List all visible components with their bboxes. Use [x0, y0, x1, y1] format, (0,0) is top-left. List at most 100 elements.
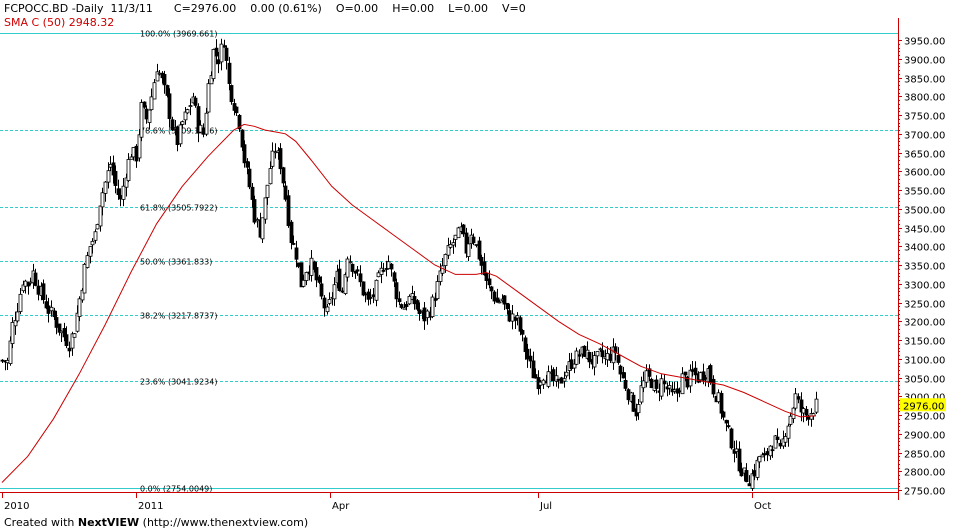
candle-body	[721, 411, 726, 418]
close-value: C=2976.00	[173, 2, 237, 15]
y-tick-label: 2800.00	[904, 468, 945, 479]
candle-body	[198, 124, 203, 133]
candle-body	[680, 373, 685, 395]
change-value: 0.00 (0.61%)	[250, 2, 322, 15]
candle-body	[608, 353, 613, 361]
candle-body	[93, 231, 98, 241]
candle-body	[744, 470, 749, 483]
candle-body	[814, 398, 819, 413]
candle-body	[775, 436, 780, 440]
candle-body	[644, 370, 649, 383]
candle-body	[162, 74, 167, 86]
candle-body	[358, 273, 363, 283]
candle-body	[487, 278, 492, 286]
candle-body	[82, 263, 87, 294]
candle-body	[113, 170, 118, 186]
candle-body	[98, 205, 103, 227]
candle-body	[489, 286, 494, 292]
candle-body	[289, 221, 294, 244]
candle-body	[106, 170, 111, 183]
candle-body	[688, 369, 693, 387]
candle-body	[392, 272, 397, 282]
candle-body	[528, 355, 533, 362]
candle-body	[711, 378, 716, 395]
candle-body	[770, 449, 775, 452]
candle-body	[430, 296, 435, 318]
candle-body	[394, 282, 399, 300]
candle-body	[260, 217, 265, 240]
x-tick-label: 2011	[138, 501, 163, 512]
candle-body	[121, 185, 126, 200]
candle-body	[240, 129, 245, 148]
candle-body	[77, 298, 82, 317]
footer-prefix: Created with	[4, 516, 78, 529]
x-tick-label: Oct	[754, 501, 771, 512]
candle-body	[708, 365, 713, 383]
candle-body	[587, 352, 592, 363]
candle-body	[337, 268, 342, 292]
candle-body	[698, 372, 703, 381]
candle-body	[572, 363, 577, 369]
candle-body	[574, 350, 579, 365]
candle-body	[72, 333, 77, 338]
candle-body	[474, 244, 479, 246]
candle-body	[659, 378, 664, 397]
candle-body	[322, 297, 327, 309]
candle-body	[752, 470, 757, 477]
candle-body	[103, 181, 108, 194]
y-tick-label: 3650.00	[904, 150, 945, 161]
candle-body	[167, 93, 172, 120]
candle-body	[374, 279, 379, 301]
candle-body	[247, 168, 252, 188]
candle-body	[626, 389, 631, 401]
candle-body	[10, 322, 15, 344]
candle-body	[129, 156, 134, 160]
candle-body	[175, 126, 180, 146]
candle-body	[726, 425, 731, 428]
candle-body	[443, 254, 448, 267]
volume-value: V=0	[502, 2, 526, 15]
candle-body	[693, 367, 698, 376]
candle-body	[796, 396, 801, 400]
candle-body	[778, 442, 783, 447]
candle-body	[157, 72, 162, 75]
candle-body	[564, 371, 569, 377]
candle-body	[518, 317, 523, 332]
candle-body	[404, 304, 409, 307]
candle-body	[291, 243, 296, 245]
candle-body	[325, 306, 330, 313]
candle-body	[451, 242, 456, 246]
candle-body	[621, 372, 626, 379]
candle-body	[204, 112, 209, 135]
candle-body	[786, 425, 791, 439]
candle-body	[389, 263, 394, 270]
candle-body	[70, 333, 75, 349]
candle-body	[762, 453, 767, 456]
last-price-label: 2976.00	[903, 401, 944, 412]
candle-body	[479, 256, 484, 266]
candle-body	[237, 114, 242, 130]
candle-body	[314, 267, 319, 281]
candle-body	[765, 451, 770, 456]
candle-body	[750, 473, 755, 489]
candle-body	[729, 428, 734, 449]
candle-body	[59, 330, 64, 334]
candle-body	[28, 281, 33, 284]
candle-body	[386, 261, 391, 269]
candle-body	[577, 354, 582, 357]
candle-body	[222, 45, 227, 48]
candle-body	[5, 360, 10, 364]
candle-body	[309, 257, 314, 276]
candle-body	[690, 369, 695, 372]
y-tick-label: 3950.00	[904, 37, 945, 48]
candle-body	[533, 374, 538, 379]
candle-body	[224, 47, 229, 61]
candle-body	[559, 377, 564, 384]
candle-body	[64, 334, 69, 347]
candle-body	[263, 197, 268, 220]
candle-body	[33, 272, 38, 286]
candle-body	[600, 350, 605, 358]
candle-body	[417, 309, 422, 315]
candle-body	[546, 371, 551, 387]
candle-body	[18, 293, 23, 312]
